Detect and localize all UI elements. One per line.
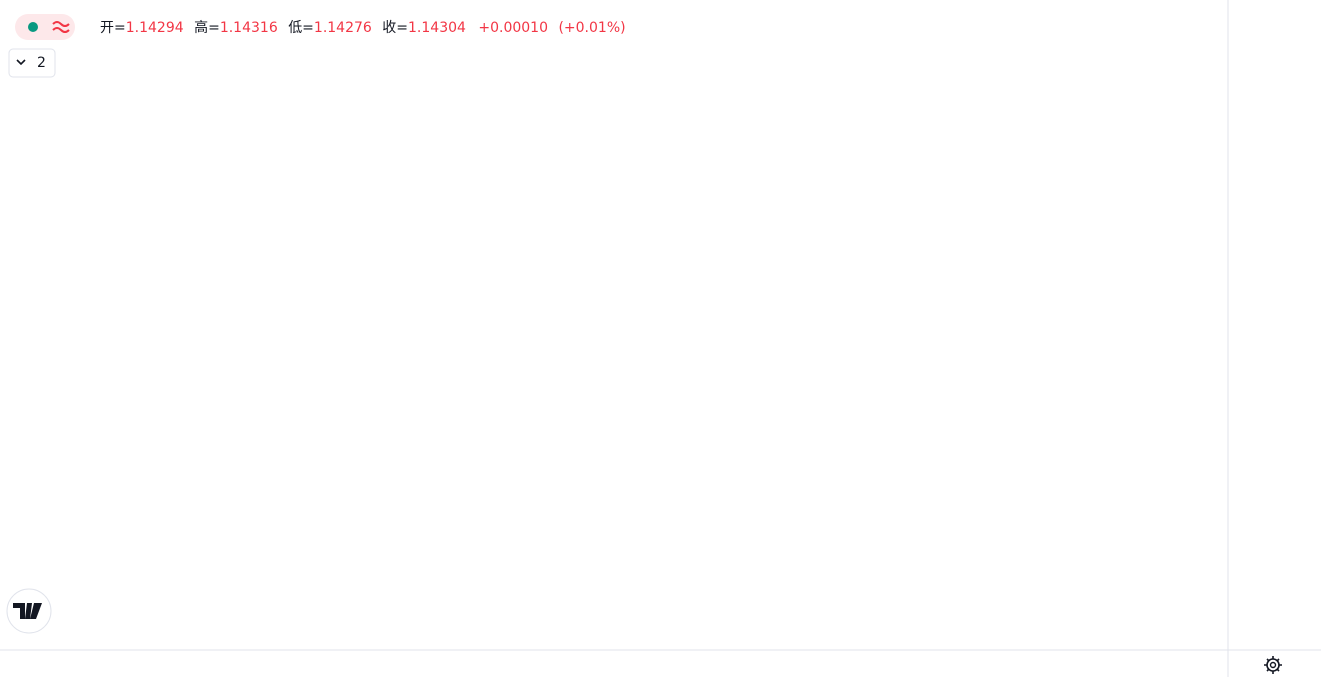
change-percent: (+0.01%) <box>558 20 625 36</box>
close-value: 1.14304 <box>408 20 466 36</box>
open-value: 1.14294 <box>126 20 184 36</box>
gear-teeth <box>1264 656 1282 674</box>
open-label: 开= <box>100 20 126 36</box>
ohlc-legend: 开=1.14294 高=1.14316 低=1.14276 收=1.14304 … <box>100 19 626 36</box>
pane-toggle-button[interactable] <box>8 48 56 78</box>
gear-hub <box>1269 661 1277 669</box>
pane-toggle[interactable]: 2 <box>8 48 56 78</box>
high-value: 1.14316 <box>220 20 278 36</box>
settings-gear[interactable] <box>1264 656 1282 674</box>
chevron-icon <box>16 59 26 66</box>
low-label: 低= <box>288 20 314 36</box>
status-dot <box>28 22 38 32</box>
tv-logo[interactable] <box>6 588 52 634</box>
low-value: 1.14276 <box>314 20 372 36</box>
wave-icon <box>52 21 70 33</box>
change-value: +0.00010 <box>478 20 548 36</box>
close-label: 收= <box>382 20 408 36</box>
visibility-pill[interactable] <box>15 14 75 40</box>
logo-mark <box>13 603 42 619</box>
high-label: 高= <box>194 19 220 36</box>
pane-count: 2 <box>37 55 46 71</box>
legend-buttons[interactable] <box>15 14 75 40</box>
